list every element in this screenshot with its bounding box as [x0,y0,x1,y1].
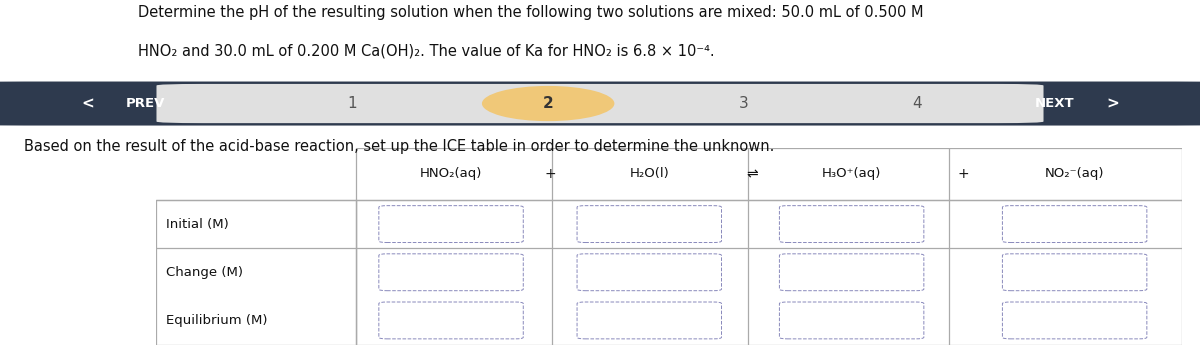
FancyBboxPatch shape [577,206,721,243]
Text: <: < [80,96,94,111]
FancyBboxPatch shape [780,302,924,339]
Bar [156,200,356,345]
Text: HNO₂(aq): HNO₂(aq) [420,167,482,181]
FancyBboxPatch shape [1002,206,1147,243]
FancyBboxPatch shape [577,302,721,339]
FancyBboxPatch shape [379,302,523,339]
Text: 2: 2 [542,96,553,111]
Text: Determine the pH of the resulting solution when the following two solutions are : Determine the pH of the resulting soluti… [138,5,924,20]
FancyBboxPatch shape [379,254,523,291]
Text: ⇌: ⇌ [746,167,758,181]
Text: H₂O(l): H₂O(l) [630,167,670,181]
Ellipse shape [482,86,614,121]
Text: Equilibrium (M): Equilibrium (M) [167,314,268,327]
FancyBboxPatch shape [156,84,1044,123]
FancyBboxPatch shape [780,206,924,243]
Bar [356,148,1182,345]
Text: +: + [545,167,556,181]
Text: NO₂⁻(aq): NO₂⁻(aq) [1045,167,1104,181]
Text: HNO₂ and 30.0 mL of 0.200 M Ca(OH)₂. The value of Ka for HNO₂ is 6.8 × 10⁻⁴.: HNO₂ and 30.0 mL of 0.200 M Ca(OH)₂. The… [138,44,715,58]
Text: PREV: PREV [125,97,164,110]
Text: Change (M): Change (M) [167,266,244,279]
FancyBboxPatch shape [379,206,523,243]
FancyBboxPatch shape [780,254,924,291]
FancyBboxPatch shape [1002,254,1147,291]
Text: H₃O⁺(aq): H₃O⁺(aq) [822,167,881,181]
Text: 1: 1 [348,96,358,111]
FancyBboxPatch shape [577,254,721,291]
Text: 4: 4 [912,96,922,111]
Text: >: > [1106,96,1120,111]
Text: Initial (M): Initial (M) [167,218,229,231]
Text: +: + [958,167,968,181]
Text: 3: 3 [739,96,749,111]
Text: NEXT: NEXT [1036,97,1075,110]
FancyBboxPatch shape [1002,302,1147,339]
Text: Based on the result of the acid-base reaction, set up the ICE table in order to : Based on the result of the acid-base rea… [24,139,774,154]
FancyBboxPatch shape [0,81,1200,126]
